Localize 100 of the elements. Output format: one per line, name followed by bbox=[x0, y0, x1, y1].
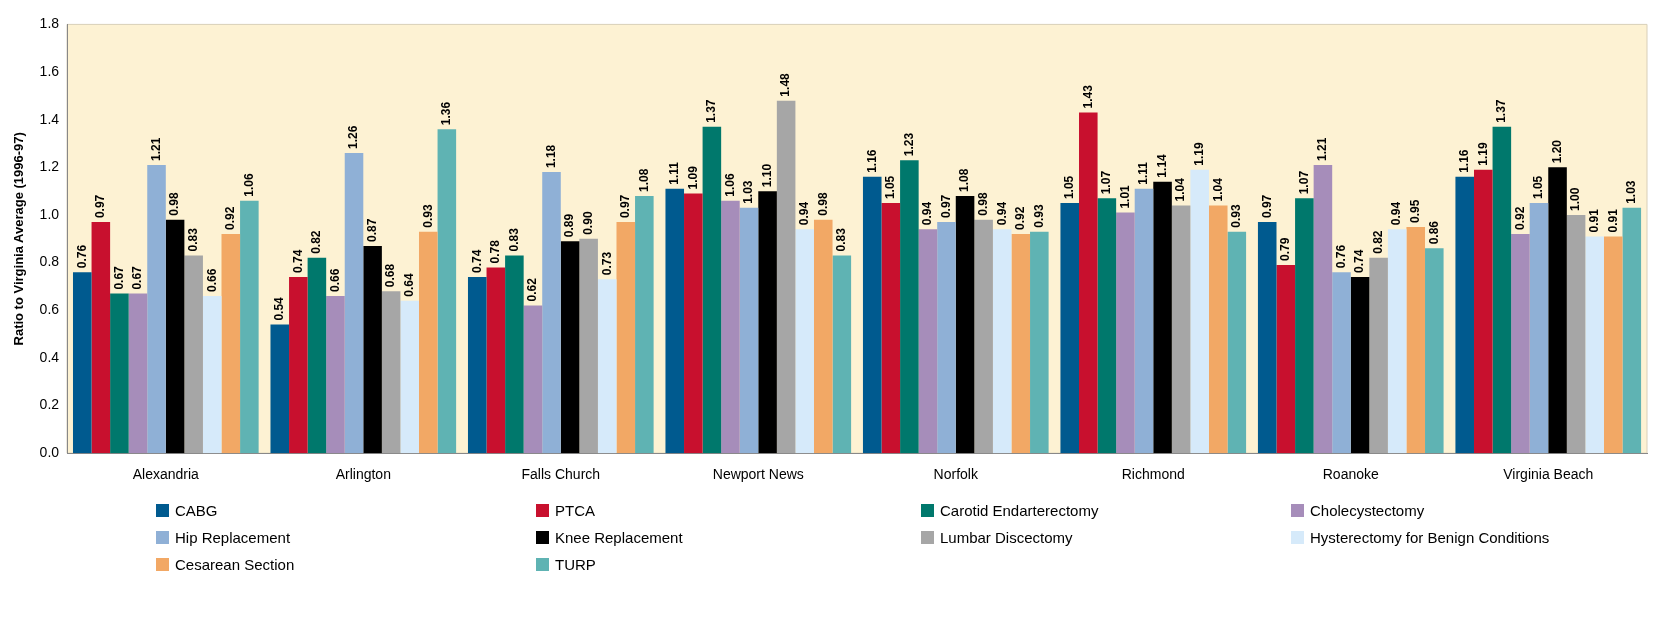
legend-label: Carotid Endarterectomy bbox=[940, 502, 1099, 519]
data-label: 0.94 bbox=[797, 201, 812, 226]
data-label: 0.54 bbox=[272, 296, 287, 321]
legend-label: TURP bbox=[555, 556, 596, 573]
data-label: 0.76 bbox=[1333, 244, 1348, 269]
data-label: 0.92 bbox=[223, 206, 238, 231]
data-label: 0.98 bbox=[167, 192, 182, 216]
bar bbox=[832, 255, 852, 454]
data-label: 0.78 bbox=[488, 239, 503, 264]
y-tick-label: 1.4 bbox=[39, 110, 60, 127]
bar bbox=[1350, 276, 1370, 454]
bar bbox=[147, 164, 166, 454]
bar bbox=[307, 257, 327, 454]
data-label: 0.97 bbox=[938, 194, 953, 219]
y-tick-label: 1.8 bbox=[39, 15, 60, 32]
data-label: 1.14 bbox=[1154, 153, 1169, 178]
data-label: 1.09 bbox=[685, 165, 700, 190]
bar bbox=[1548, 167, 1567, 454]
data-label: 0.86 bbox=[1426, 220, 1441, 245]
x-tick-label: Arlington bbox=[335, 466, 391, 483]
data-label: 0.62 bbox=[525, 277, 540, 302]
data-label: 1.19 bbox=[1191, 142, 1206, 166]
bar bbox=[862, 176, 882, 454]
data-label: 0.82 bbox=[309, 230, 324, 254]
data-label: 0.91 bbox=[1586, 208, 1601, 233]
bar bbox=[128, 293, 148, 454]
legend-label: Lumbar Discectomy bbox=[940, 529, 1073, 546]
bar bbox=[1474, 169, 1493, 454]
data-label: 1.18 bbox=[543, 144, 558, 169]
bar bbox=[289, 276, 308, 454]
data-label: 1.03 bbox=[741, 180, 756, 204]
bar bbox=[813, 219, 833, 454]
data-label: 0.67 bbox=[130, 265, 145, 290]
bar bbox=[918, 229, 938, 454]
bar bbox=[684, 193, 703, 454]
data-label: 0.95 bbox=[1408, 199, 1423, 223]
bar bbox=[1566, 214, 1586, 454]
data-label: 1.06 bbox=[722, 173, 737, 197]
data-label: 1.05 bbox=[883, 175, 898, 200]
data-label: 1.36 bbox=[439, 101, 454, 126]
y-tick-label: 0.6 bbox=[39, 301, 60, 318]
data-label: 0.94 bbox=[920, 201, 935, 226]
bar bbox=[974, 219, 993, 454]
legend-label: PTCA bbox=[555, 502, 596, 519]
bar bbox=[560, 241, 580, 454]
bar bbox=[1079, 112, 1098, 454]
x-tick-label: Virginia Beach bbox=[1503, 466, 1594, 483]
data-label: 0.98 bbox=[815, 192, 830, 216]
data-label: 1.16 bbox=[864, 149, 879, 173]
data-label: 0.97 bbox=[1259, 194, 1274, 219]
bar bbox=[1406, 226, 1426, 454]
data-label: 0.74 bbox=[290, 249, 305, 273]
bar bbox=[381, 291, 401, 454]
bar bbox=[900, 160, 919, 454]
bar bbox=[240, 200, 259, 454]
data-label: 1.05 bbox=[1531, 175, 1546, 200]
bar bbox=[363, 245, 382, 454]
data-label: 1.21 bbox=[1315, 137, 1330, 161]
data-label: 1.16 bbox=[1457, 149, 1472, 173]
bar bbox=[1585, 236, 1604, 454]
bar bbox=[270, 324, 290, 454]
bar bbox=[505, 255, 524, 454]
bar bbox=[1369, 257, 1388, 454]
data-label: 0.87 bbox=[364, 218, 379, 242]
data-label: 0.83 bbox=[506, 227, 521, 252]
data-label: 0.66 bbox=[204, 268, 219, 292]
data-label: 1.11 bbox=[1136, 161, 1151, 185]
data-label: 1.08 bbox=[957, 168, 972, 192]
data-label: 1.10 bbox=[759, 163, 774, 188]
data-label: 1.04 bbox=[1173, 177, 1188, 202]
bar bbox=[1276, 265, 1296, 454]
data-label: 0.94 bbox=[994, 201, 1009, 226]
bar bbox=[523, 305, 543, 454]
x-tick-label: Roanoke bbox=[1322, 466, 1379, 483]
y-tick-label: 0.4 bbox=[39, 348, 60, 365]
data-label: 1.01 bbox=[1117, 184, 1132, 209]
data-label: 0.98 bbox=[975, 192, 990, 216]
bar bbox=[91, 222, 111, 454]
bar bbox=[1171, 205, 1191, 454]
data-label: 0.92 bbox=[1512, 206, 1527, 231]
data-label: 1.08 bbox=[636, 168, 651, 192]
bar bbox=[418, 231, 438, 454]
data-label: 1.37 bbox=[1494, 99, 1509, 123]
y-tick-label: 1.0 bbox=[39, 205, 60, 222]
data-label: 0.66 bbox=[327, 268, 342, 292]
data-label: 1.06 bbox=[241, 173, 256, 197]
bar bbox=[795, 229, 814, 454]
data-label: 0.97 bbox=[618, 194, 633, 219]
bar bbox=[110, 293, 129, 454]
data-label: 0.76 bbox=[74, 244, 89, 269]
y-tick-label: 1.2 bbox=[39, 158, 60, 175]
bar bbox=[1529, 203, 1549, 454]
data-label: 1.04 bbox=[1210, 177, 1225, 202]
data-label: 0.93 bbox=[1031, 203, 1046, 228]
bar bbox=[881, 203, 901, 454]
bar bbox=[467, 276, 487, 454]
bar bbox=[992, 229, 1012, 454]
x-tick-label: Alexandria bbox=[132, 466, 200, 483]
bar bbox=[1190, 169, 1209, 454]
data-label: 1.19 bbox=[1475, 142, 1490, 166]
